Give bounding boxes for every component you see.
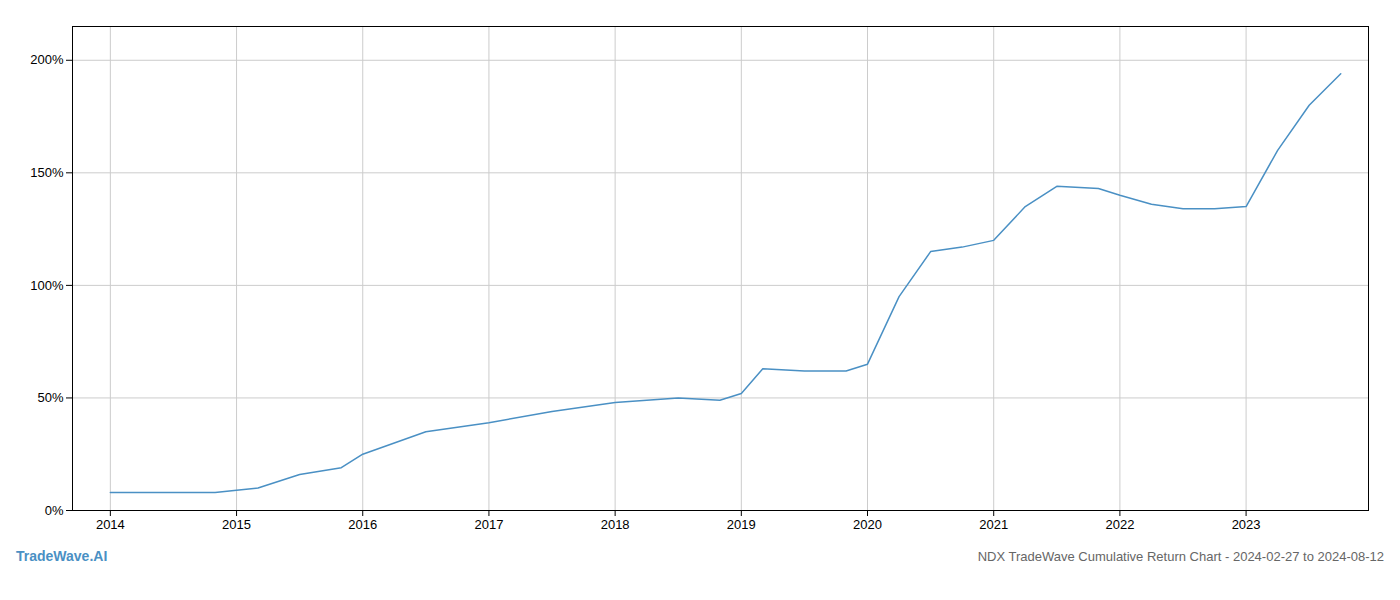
svg-text:2021: 2021 — [979, 517, 1008, 532]
svg-text:2017: 2017 — [474, 517, 503, 532]
svg-text:2020: 2020 — [853, 517, 882, 532]
svg-text:50%: 50% — [37, 390, 63, 405]
svg-text:2015: 2015 — [222, 517, 251, 532]
svg-text:150%: 150% — [30, 165, 64, 180]
svg-text:2014: 2014 — [96, 517, 125, 532]
svg-text:100%: 100% — [30, 278, 64, 293]
html-text:NDX TradeWave Cumulative Retur: NDX TradeWave Cumulative Return Chart - … — [977, 549, 1384, 564]
svg-text:200%: 200% — [30, 52, 64, 67]
svg-text:2019: 2019 — [727, 517, 756, 532]
svg-text:0%: 0% — [45, 503, 64, 518]
svg-text:2022: 2022 — [1105, 517, 1134, 532]
html-text:TradeWave.AI: TradeWave.AI — [16, 548, 108, 564]
svg-text:2023: 2023 — [1232, 517, 1261, 532]
svg-text:2016: 2016 — [348, 517, 377, 532]
svg-text:2018: 2018 — [601, 517, 630, 532]
